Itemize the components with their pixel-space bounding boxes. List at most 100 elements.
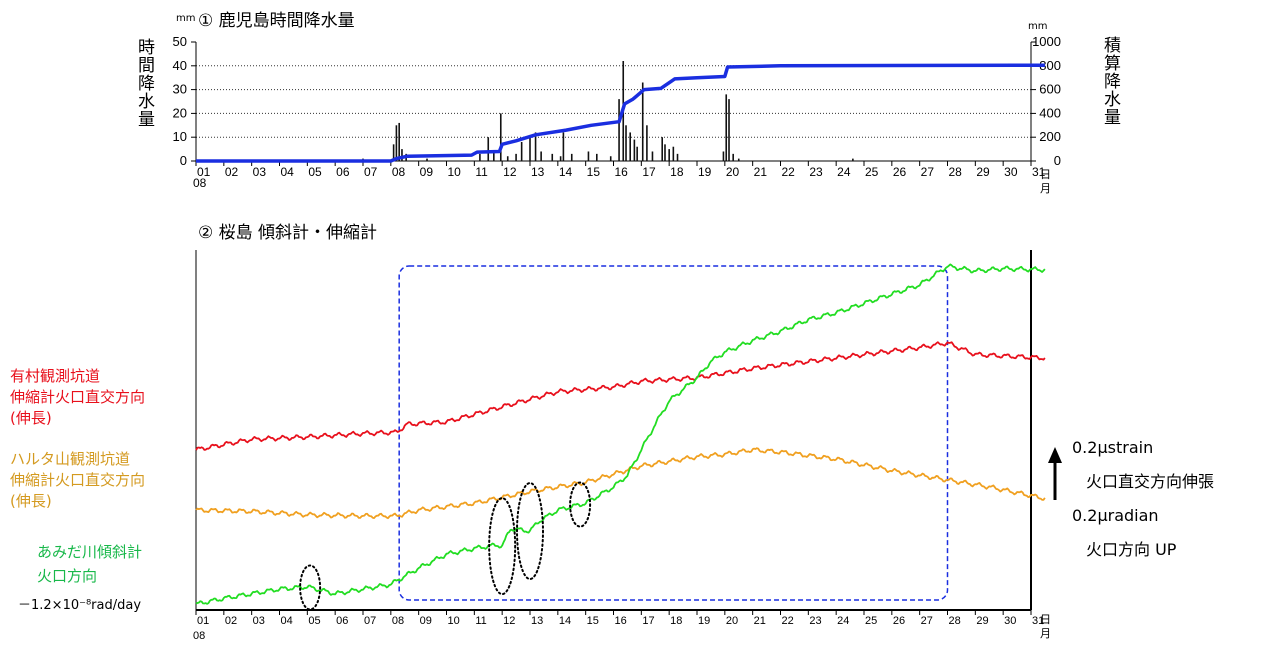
tilt-x-tick-label: 19 [698,615,710,627]
rain-x-tick-label: 22 [782,165,796,179]
tilt-x-tick-label: 17 [642,615,654,627]
rain-left-tick-label: 40 [173,58,187,73]
tilt-x-tick-label: 15 [587,615,599,627]
scale-strain-value: 0.2μstrain [1072,438,1154,457]
tilt-x-tick-label: 02 [225,615,237,627]
rain-x-tick-label: 04 [281,165,295,179]
tilt-x-tick-label: 04 [281,615,293,627]
scale-strain-label: 火口直交方向伸張 [1086,472,1215,491]
rain-x-tick-label: 27 [921,165,935,179]
tilt-x-tick-label: 29 [976,615,988,627]
tilt-x-tick-label: 25 [865,615,877,627]
tilt-x-tick-label: 16 [615,615,627,627]
rain-x-tick-label: 03 [253,165,267,179]
tilt-x-tick-label: 14 [559,615,571,627]
tilt-day-unit-bottom: 月 [1040,627,1051,640]
legend-amida-rate: －1.2×10⁻⁸rad/day [18,598,142,613]
rain-x-tick-label: 15 [587,165,601,179]
rain-x-tick-label: 18 [670,165,684,179]
rain-x-tick-label: 09 [420,165,434,179]
legend-arimura-line1: 有村観測坑道 [10,367,101,385]
legend-harutayama-line1: ハルタ山観測坑道 [10,450,131,468]
rain-x-tick-label: 08 [392,165,406,179]
tilt-x-tick-label: 28 [949,615,961,627]
rain-year-prefix: 08 [193,176,207,190]
rain-x-tick-label: 13 [531,165,545,179]
rain-right-tick-label: 600 [1039,82,1061,97]
tilt-x-tick-label: 12 [503,615,515,627]
dotted-ellipse [516,482,544,581]
rain-left-tick-label: 10 [173,129,187,144]
rain-left-tick-label: 0 [180,153,187,168]
rain-right-tick-label: 0 [1054,153,1061,168]
dotted-ellipse [299,564,322,611]
rain-x-tick-label: 31 [1032,165,1046,179]
rain-x-tick-label: 30 [1004,165,1018,179]
legend-harutayama-line3: (伸長) [10,492,52,510]
rain-left-tick-label: 50 [173,34,187,49]
tilt-x-tick-label: 11 [475,615,486,627]
rain-x-tick-label: 25 [865,165,879,179]
rain-x-tick-label: 29 [976,165,990,179]
rain-right-tick-label: 200 [1039,129,1061,144]
tilt-x-tick-label: 18 [670,615,682,627]
rain-cumulative-line [196,63,1045,163]
rain-day-unit-bottom: 月 [1040,182,1051,195]
tilt-x-tick-label: 08 [392,615,404,627]
rain-left-unit: mm [176,13,196,24]
highlight-box [398,265,949,601]
tilt-x-tick-label: 05 [308,615,320,627]
tilt-x-tick-label: 26 [893,615,905,627]
tilt-x-tick-label: 21 [754,615,766,627]
tilt-x-tick-label: 24 [837,615,849,627]
tilt-year-prefix: 08 [193,630,206,642]
rain-x-tick-label: 19 [698,165,712,179]
rain-right-axis-label: 積算降水量 [1100,36,1120,126]
tilt-panel-title: ② 桜島 傾斜計・伸縮計 [198,223,378,243]
rain-x-tick-label: 11 [475,165,488,179]
tilt-x-tick-label: 09 [420,615,432,627]
series-line-amida [195,263,1046,605]
rain-right-tick-label: 1000 [1032,34,1061,49]
rain-x-tick-label: 20 [726,165,740,179]
tilt-x-tick-label: 03 [253,615,265,627]
legend-harutayama: ハルタ山観測坑道 伸縮計火口直交方向 (伸長) [10,449,145,512]
rain-x-tick-label: 17 [642,165,656,179]
rain-x-tick-label: 06 [336,165,350,179]
rain-x-tick-label: 05 [308,165,322,179]
rain-day-unit-top: 日 [1040,168,1051,181]
series-line-arimura [195,341,1046,451]
rain-left-tick-label: 20 [173,105,187,120]
rain-right-unit: mm [1028,21,1048,32]
legend-amida-line2: 火口方向 [37,567,98,585]
legend-arimura: 有村観測坑道 伸縮計火口直交方向 (伸長) [10,366,145,429]
tilt-x-tick-label: 10 [448,615,460,627]
legend-arimura-line2: 伸縮計火口直交方向 [10,388,146,406]
rain-left-axis-label: 時間降水量 [134,38,154,128]
dotted-ellipse [488,497,517,596]
scale-arrow-head [1048,447,1062,463]
rain-right-tick-label: 400 [1039,105,1061,120]
legend-harutayama-line2: 伸縮計火口直交方向 [10,471,146,489]
legend-amida: あみだ川傾斜計 火口方向 [37,540,142,588]
rain-x-tick-label: 10 [448,165,462,179]
legend-amida-line1: あみだ川傾斜計 [37,543,143,561]
rain-x-tick-label: 26 [893,165,907,179]
tilt-x-tick-label: 22 [782,615,794,627]
scale-radian-label: 火口方向 UP [1086,540,1177,559]
tilt-x-tick-label: 20 [726,615,738,627]
legend-arimura-line3: (伸長) [10,409,52,427]
rain-x-tick-label: 24 [837,165,851,179]
tilt-x-tick-label: 27 [921,615,933,627]
dotted-ellipse [569,481,592,528]
series-line-harutayama [195,447,1046,520]
rain-x-tick-label: 16 [615,165,629,179]
rain-x-tick-label: 07 [364,165,378,179]
rain-x-tick-label: 12 [503,165,517,179]
rain-x-tick-label: 23 [809,165,823,179]
rain-right-tick-label: 800 [1039,58,1061,73]
tilt-x-tick-label: 01 [197,615,209,627]
rain-x-tick-label: 14 [559,165,573,179]
tilt-x-tick-label: 30 [1004,615,1016,627]
